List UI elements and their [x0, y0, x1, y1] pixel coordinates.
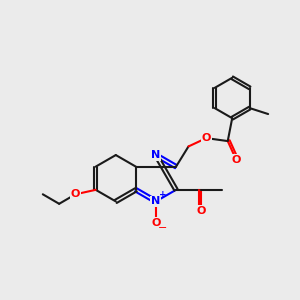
Text: N: N	[151, 196, 160, 206]
Text: +: +	[159, 190, 166, 200]
Text: O: O	[202, 133, 211, 143]
Text: O: O	[71, 189, 80, 199]
Text: O: O	[196, 206, 206, 216]
Text: N: N	[151, 150, 160, 160]
Text: −: −	[158, 223, 167, 233]
Text: O: O	[231, 154, 241, 164]
Text: O: O	[151, 218, 160, 228]
